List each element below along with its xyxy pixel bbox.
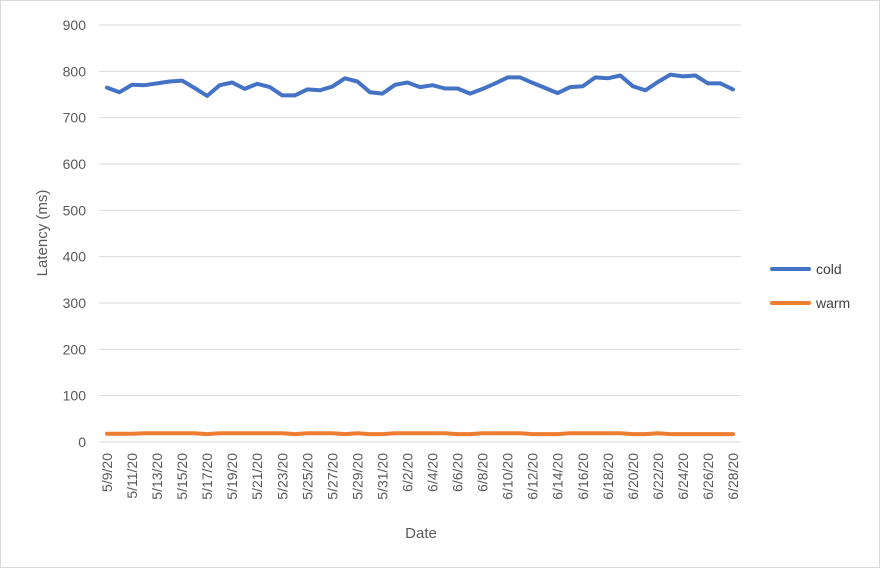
x-tick-label: 6/18/20 (600, 453, 616, 500)
y-tick-label: 900 (63, 17, 87, 33)
x-tick-label: 5/25/20 (299, 453, 315, 500)
x-tick-label: 6/6/20 (450, 453, 466, 492)
x-tick-label: 6/20/20 (625, 453, 641, 500)
x-tick-label: 6/28/20 (725, 453, 741, 500)
x-tick-label: 6/8/20 (475, 453, 491, 492)
y-tick-label: 500 (63, 202, 87, 218)
x-tick-label: 6/4/20 (425, 453, 441, 492)
y-tick-label: 800 (63, 63, 87, 79)
y-tick-label: 100 (63, 388, 87, 404)
x-tick-label: 6/14/20 (550, 453, 566, 500)
x-tick-label: 6/22/20 (650, 453, 666, 500)
x-tick-label: 6/24/20 (675, 453, 691, 500)
x-tick-label: 5/23/20 (274, 453, 290, 500)
x-tick-label: 5/27/20 (324, 453, 340, 500)
y-tick-label: 700 (63, 110, 87, 126)
gridlines (99, 24, 741, 443)
series-lines (105, 72, 735, 437)
x-tick-label: 6/26/20 (700, 453, 716, 500)
y-tick-label: 600 (63, 156, 87, 172)
y-axis-ticks: 0 100 200 300 400 500 600 700 800 900 (63, 17, 87, 450)
legend: cold warm (770, 261, 850, 311)
series-line-warm (105, 431, 735, 437)
x-tick-label: 5/17/20 (199, 453, 215, 500)
x-tick-label: 6/10/20 (500, 453, 516, 500)
x-tick-label: 6/16/20 (575, 453, 591, 500)
y-tick-label: 0 (78, 434, 86, 450)
x-tick-label: 5/11/20 (124, 453, 140, 499)
x-tick-label: 5/9/20 (99, 453, 115, 492)
legend-label-warm: warm (815, 295, 850, 311)
x-tick-label: 5/21/20 (249, 453, 265, 500)
x-tick-label: 5/31/20 (374, 453, 390, 500)
y-axis-title: Latency (ms) (34, 190, 51, 277)
x-tick-label: 5/19/20 (224, 453, 240, 500)
y-tick-label: 200 (63, 341, 87, 357)
x-tick-label: 6/12/20 (525, 453, 541, 500)
x-tick-label: 6/2/20 (399, 453, 415, 492)
x-axis-title: Date (405, 525, 437, 542)
x-tick-label: 5/15/20 (174, 453, 190, 500)
y-tick-label: 300 (63, 295, 87, 311)
series-line-cold (105, 72, 735, 98)
x-tick-label: 5/29/20 (349, 453, 365, 500)
x-axis-ticks: 5/9/20 5/11/20 5/13/20 5/15/20 5/17/20 5/19/2… (99, 453, 741, 500)
x-tick-label: 5/13/20 (149, 453, 165, 500)
y-tick-label: 400 (63, 249, 87, 265)
legend-label-cold: cold (816, 261, 842, 277)
